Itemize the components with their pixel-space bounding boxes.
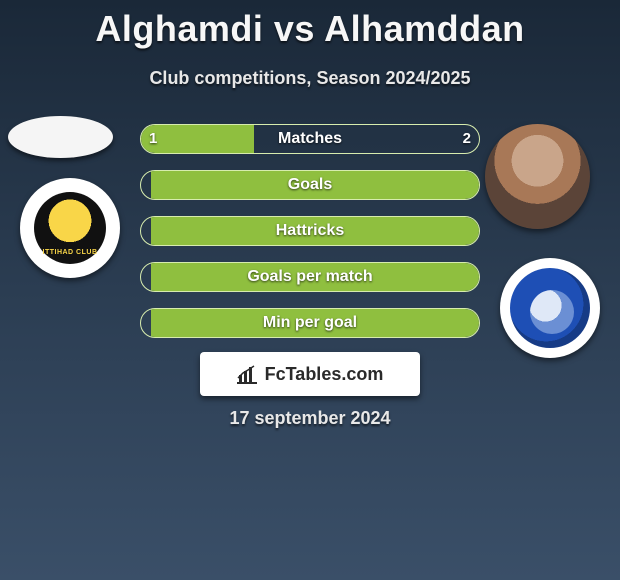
statbar-label: Hattricks bbox=[141, 217, 479, 245]
statbar-goals: Goals bbox=[140, 170, 480, 200]
player-left-avatar bbox=[8, 116, 113, 158]
page-title: Alghamdi vs Alhamddan bbox=[0, 0, 620, 50]
statbar-goals-per-match: Goals per match bbox=[140, 262, 480, 292]
page-subtitle: Club competitions, Season 2024/2025 bbox=[0, 68, 620, 89]
statbar-label: Goals bbox=[141, 171, 479, 199]
statbar-hattricks: Hattricks bbox=[140, 216, 480, 246]
stats-column: 12Matches Goals Hattricks Goals per match Mi… bbox=[140, 124, 480, 354]
statbar-label: Matches bbox=[141, 125, 479, 153]
club-left-badge: ITTIHAD CLUB bbox=[20, 178, 120, 278]
club-right-badge bbox=[500, 258, 600, 358]
fctables-logo-card[interactable]: FcTables.com bbox=[200, 352, 420, 396]
statbar-matches: 12Matches bbox=[140, 124, 480, 154]
club-right-ball-icon bbox=[530, 290, 574, 334]
snapshot-date: 17 september 2024 bbox=[0, 408, 620, 429]
club-left-label: ITTIHAD CLUB bbox=[20, 249, 120, 256]
player-right-avatar bbox=[485, 124, 590, 229]
statbar-label: Min per goal bbox=[141, 309, 479, 337]
fctables-logo-text: FcTables.com bbox=[265, 364, 384, 385]
statbar-min-per-goal: Min per goal bbox=[140, 308, 480, 338]
statbar-label: Goals per match bbox=[141, 263, 479, 291]
barchart-icon bbox=[237, 364, 259, 384]
